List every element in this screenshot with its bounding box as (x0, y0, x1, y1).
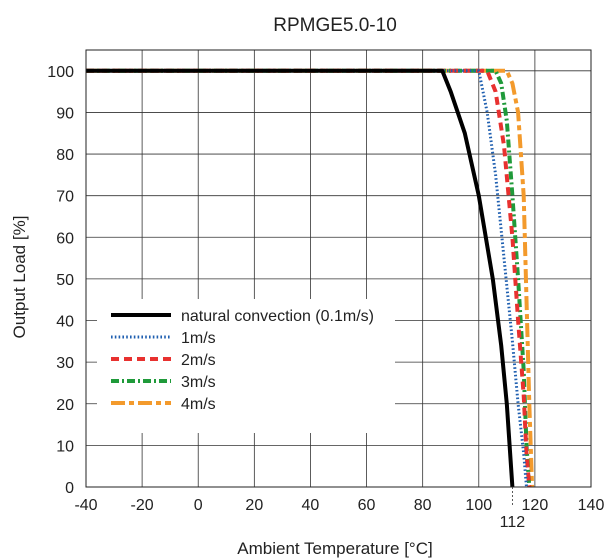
y-tick-label: 10 (56, 438, 74, 455)
x-tick-label: 0 (194, 497, 203, 514)
x-tick-label: 140 (578, 497, 605, 514)
legend-label-4: 4m/s (181, 396, 216, 413)
legend-label-1: 1m/s (181, 330, 216, 347)
chart-title: RPMGE5.0-10 (273, 15, 397, 36)
y-tick-label: 40 (56, 314, 74, 331)
legend-label-2: 2m/s (181, 352, 216, 369)
x-tick-label: -40 (74, 497, 97, 514)
x-tick-label: 80 (414, 497, 432, 514)
y-tick-label: 30 (56, 355, 74, 372)
plot-frame (85, 49, 592, 488)
y-tick-label: 20 (56, 397, 74, 414)
x-axis-label: Ambient Temperature [°C] (237, 539, 432, 558)
x-tick-label: -20 (131, 497, 154, 514)
y-tick-label: 100 (47, 64, 74, 81)
legend-background (97, 299, 395, 433)
y-tick-label: 70 (56, 189, 74, 206)
legend-label-0: natural convection (0.1m/s) (181, 308, 374, 325)
annotation-label: 112 (500, 514, 526, 531)
series-line-4 (86, 68, 535, 488)
legend-label-3: 3m/s (181, 374, 216, 391)
x-tick-label: 60 (358, 497, 376, 514)
annotation-marker: 112 (500, 487, 526, 531)
x-tick-label: 40 (302, 497, 320, 514)
legend: natural convection (0.1m/s) 1m/s 2m/s 3m/s 4… (97, 299, 395, 433)
y-tick-label: 80 (56, 147, 74, 164)
series-line-0 (86, 68, 515, 488)
series-lines (86, 68, 535, 488)
series-line-1 (86, 69, 528, 488)
x-tick-labels: -40 -20 0 20 40 60 80 100 120 140 (74, 497, 604, 514)
y-tick-labels: 0 10 20 30 40 50 60 70 80 90 100 (47, 64, 74, 497)
x-tick-label: 120 (522, 497, 549, 514)
y-axis-label: Output Load [%] (10, 216, 29, 339)
x-tick-label: 20 (245, 497, 263, 514)
series-line-2 (86, 68, 532, 488)
x-tick-label: 100 (465, 497, 492, 514)
y-tick-label: 90 (56, 105, 74, 122)
y-tick-label: 50 (56, 272, 74, 289)
y-tick-label: 60 (56, 230, 74, 247)
y-tick-label: 0 (65, 480, 74, 497)
